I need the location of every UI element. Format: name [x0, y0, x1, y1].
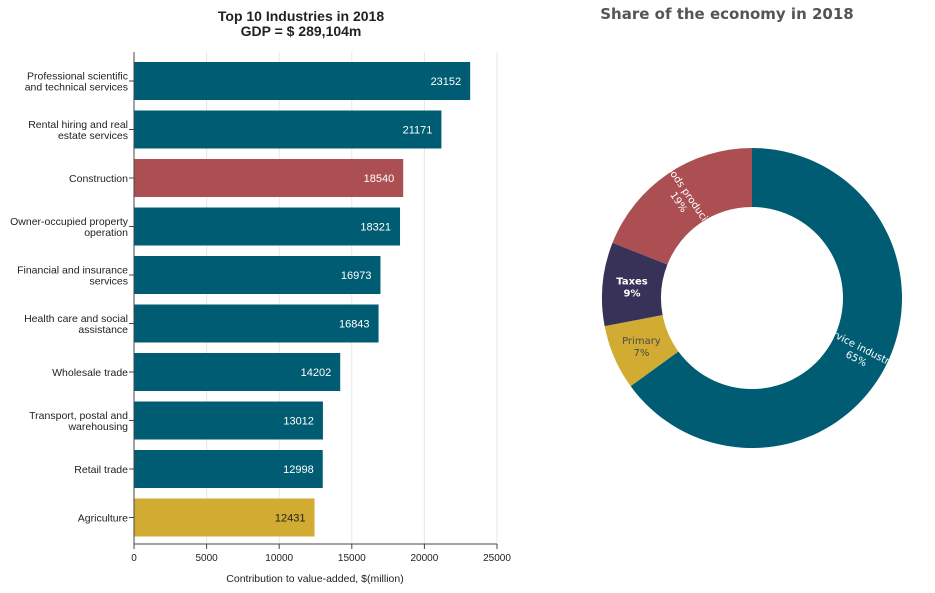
x-tick-label: 5000 — [195, 553, 218, 564]
bar-chart-subtitle: GDP = $ 289,104m — [241, 23, 362, 39]
bar — [134, 207, 401, 246]
bar — [134, 353, 341, 391]
category-label: Financial and insurance services — [17, 265, 128, 288]
x-tick-label: 10000 — [265, 553, 293, 564]
category-label: Retail trade — [74, 464, 128, 476]
bar-value-label: 14202 — [301, 367, 332, 379]
bar — [134, 62, 471, 100]
donut-slice-label: Taxes 9% — [616, 277, 648, 300]
bar — [134, 110, 442, 149]
donut-slice — [604, 315, 679, 387]
x-tick-label: 20000 — [410, 553, 438, 564]
bar-value-label: 21171 — [403, 125, 433, 137]
bar-value-label: 23152 — [431, 76, 462, 88]
x-tick-label: 0 — [131, 553, 137, 564]
bar — [134, 256, 381, 294]
top-industries-bar-chart: Top 10 Industries in 2018 GDP = $ 289,10… — [10, 8, 511, 585]
bar-value-label: 13012 — [283, 416, 314, 428]
bar — [134, 450, 323, 488]
bar-value-label: 12998 — [283, 464, 314, 476]
x-tick-label: 15000 — [338, 553, 366, 564]
bar — [134, 159, 404, 197]
donut-slice-label: Primary 7% — [622, 336, 661, 359]
bar — [134, 304, 379, 343]
donut-slice — [630, 148, 902, 448]
economy-share-donut-chart: Share of the economy in 2018 Service ind… — [600, 5, 904, 448]
category-label: Health care and social assistance — [24, 313, 128, 336]
x-tick-label: 25000 — [483, 553, 511, 564]
category-label: Owner-occupied property operation — [10, 216, 129, 239]
x-axis-title: Contribution to value-added, $(million) — [226, 573, 403, 585]
category-label: Professional scientific and technical ser… — [25, 71, 128, 94]
donut-chart-title: Share of the economy in 2018 — [600, 5, 853, 23]
donut-slice — [602, 242, 668, 327]
bar-value-label: 16843 — [339, 319, 370, 331]
category-label: Agriculture — [78, 513, 128, 525]
category-label: Wholesale trade — [52, 367, 128, 379]
bar-value-label: 18540 — [364, 173, 395, 185]
bar — [134, 498, 315, 537]
category-label: Rental hiring and real estate services — [28, 119, 128, 142]
bar-chart-title: Top 10 Industries in 2018 — [218, 8, 384, 24]
bar — [134, 401, 323, 440]
bar-value-label: 16973 — [341, 270, 372, 282]
bar-value-label: 12431 — [275, 513, 306, 525]
bar-value-label: 18321 — [360, 222, 391, 234]
category-label: Transport, postal and warehousing — [29, 410, 128, 433]
donut-slice — [612, 148, 752, 265]
category-label: Construction — [69, 173, 128, 185]
